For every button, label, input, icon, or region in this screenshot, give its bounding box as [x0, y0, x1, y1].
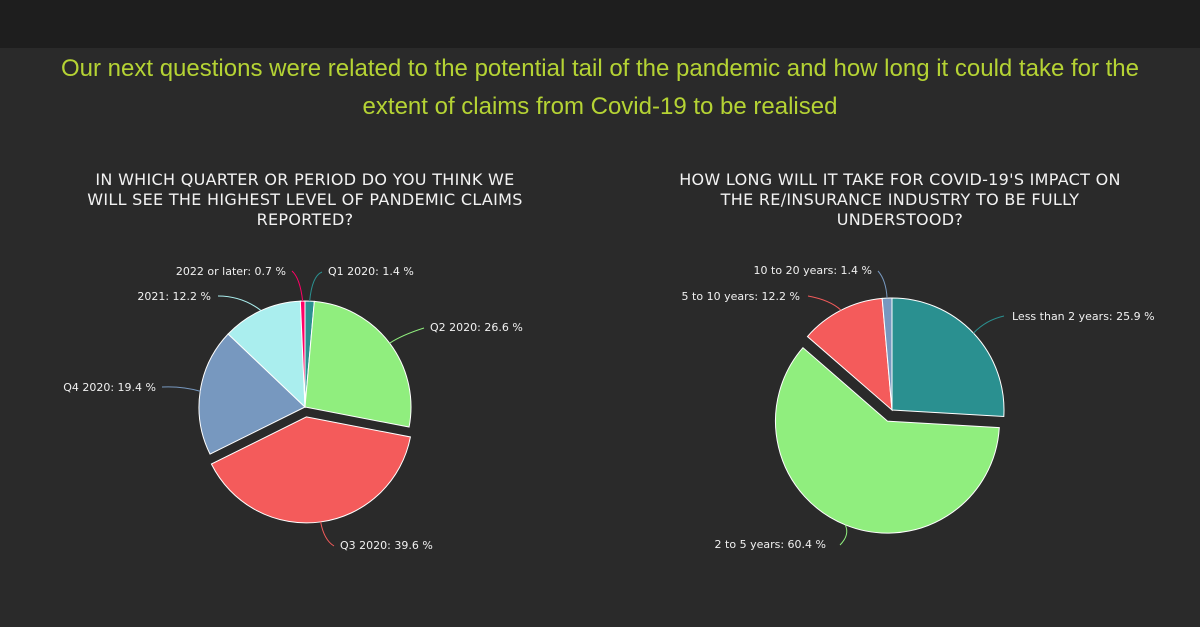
pie-connector-q4-2020 [161, 386, 201, 392]
pie-connector-5-to-10-years [807, 295, 842, 311]
pie-label-2021: 2021: 12.2 % [137, 290, 211, 303]
pie-connector-2022-or-later [291, 270, 304, 302]
pie-label-q1-2020: Q1 2020: 1.4 % [328, 265, 414, 278]
pie-slice-less-than-2-years[interactable] [891, 297, 1005, 418]
pie-connector-10-to-20-years [877, 270, 888, 299]
left-chart-title-line-2: WILL SEE THE HIGHEST LEVEL OF PANDEMIC C… [87, 190, 523, 209]
pie-label-2022-or-later: 2022 or later: 0.7 % [176, 265, 286, 278]
pie-slice-10-to-20-years[interactable] [881, 297, 893, 411]
pie-connector-q3-2020 [320, 521, 335, 547]
headline-line-1: Our next questions were related to the p… [61, 55, 1139, 82]
pie-label-10-to-20-years: 10 to 20 years: 1.4 % [754, 264, 872, 277]
pie-label-q4-2020: Q4 2020: 19.4 % [63, 381, 156, 394]
left-chart-title: IN WHICH QUARTER OR PERIOD DO YOU THINK … [45, 170, 565, 230]
pie-connector-less-than-2-years [973, 315, 1005, 334]
pie-connector-2021 [217, 295, 262, 311]
pie-label-5-to-10-years: 5 to 10 years: 12.2 % [682, 290, 800, 303]
pie-connector-q2-2020 [389, 327, 425, 344]
right-chart-title-line-1: HOW LONG WILL IT TAKE FOR COVID-19'S IMP… [679, 170, 1121, 189]
pie-slice-q4-2020[interactable] [198, 333, 306, 455]
headline-line-2: extent of claims from Covid-19 to be rea… [362, 93, 838, 120]
left-chart-title-line-1: IN WHICH QUARTER OR PERIOD DO YOU THINK … [95, 170, 515, 189]
pie-label-q2-2020: Q2 2020: 26.6 % [430, 321, 523, 334]
pie-slice-2022-or-later[interactable] [299, 300, 306, 408]
pie-slice-q2-2020[interactable] [304, 300, 412, 428]
pie-slice-2021[interactable] [227, 300, 306, 409]
pie-slice-5-to-10-years[interactable] [806, 297, 893, 412]
pie-label-2-to-5-years: 2 to 5 years: 60.4 % [715, 538, 826, 551]
pie-connector-2-to-5-years [839, 524, 848, 546]
pie-label-less-than-2-years: Less than 2 years: 25.9 % [1012, 310, 1155, 323]
pie-label-q3-2020: Q3 2020: 39.6 % [340, 539, 433, 552]
right-chart-title: HOW LONG WILL IT TAKE FOR COVID-19'S IMP… [640, 170, 1160, 230]
left-chart-title-line-3: REPORTED? [256, 210, 354, 229]
pie-slice-2-to-5-years[interactable] [774, 346, 1000, 534]
right-chart-title-line-2: THE RE/INSURANCE INDUSTRY TO BE FULLY [720, 190, 1080, 209]
dashboard-panel [0, 48, 1200, 627]
right-chart-title-line-3: UNDERSTOOD? [836, 210, 964, 229]
pie-slice-q3-2020[interactable] [210, 416, 412, 524]
pie-connector-q1-2020 [309, 271, 323, 302]
page-headline: Our next questions were related to the p… [0, 50, 1200, 126]
